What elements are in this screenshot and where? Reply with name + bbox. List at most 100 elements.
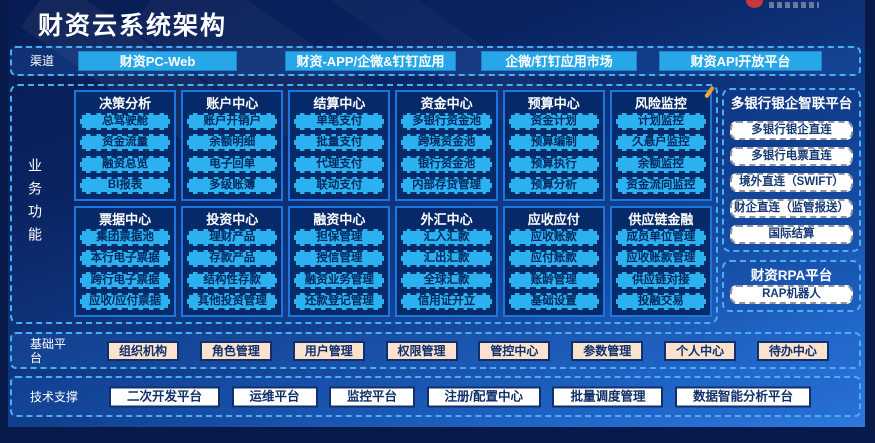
channel-item: 财资PC-Web bbox=[78, 51, 237, 71]
tech-support-item: 批量调度管理 bbox=[552, 386, 664, 407]
module-title: 账户中心 bbox=[206, 96, 259, 111]
module-item: 融资总览 bbox=[80, 155, 171, 173]
bank-platform-title: 多银行银企智联平台 bbox=[730, 96, 853, 111]
base-platform-item: 个人中心 bbox=[664, 340, 737, 361]
module-item: 汇入汇款 bbox=[401, 229, 492, 246]
module-box: 应收应付 应收账款 应付账款 账龄管理 基础设置 bbox=[502, 206, 605, 317]
module-item: 集团票据池 bbox=[80, 229, 171, 246]
red-circle-logo-icon bbox=[746, 0, 763, 8]
module-item: 总驾驶舱 bbox=[80, 113, 171, 130]
module-item: 存款产品 bbox=[187, 250, 278, 268]
base-platform-row: 基础平台 组织机构 角色管理 用户管理 权限管理 管控中心 参数管理 个人中心 … bbox=[10, 332, 861, 369]
module-item: 余额监控 bbox=[615, 155, 706, 173]
module-item: 银行资金池 bbox=[401, 155, 492, 173]
module-item: 授信管理 bbox=[294, 250, 385, 268]
tech-support-label: 技术支撑 bbox=[30, 389, 79, 404]
module-item: 应收/应付票据 bbox=[80, 292, 171, 310]
module-item: 电子回单 bbox=[187, 155, 278, 173]
module-item: 全球汇款 bbox=[401, 271, 492, 289]
module-title: 结算中心 bbox=[313, 96, 366, 111]
module-title: 外汇中心 bbox=[420, 212, 473, 227]
channel-item: 财资API开放平台 bbox=[659, 51, 822, 71]
module-title: 票据中心 bbox=[99, 212, 152, 227]
channel-item: 企微/钉钉应用市场 bbox=[481, 51, 637, 71]
module-box: 供应链金融 成员单位管理 应收账款管理 供应链对接 投融交易 bbox=[609, 206, 712, 317]
rpa-platform-panel: 财资RPA平台 RAP机器人 bbox=[722, 260, 861, 312]
module-item: 内部存贷管理 bbox=[401, 176, 492, 194]
module-item: 联动支付 bbox=[294, 176, 385, 194]
module-item: 其他投资管理 bbox=[187, 292, 278, 310]
rpa-item: RAP机器人 bbox=[730, 285, 853, 304]
channels-row: 渠道 财资PC-Web 财资-APP/企微&钉钉应用 企微/钉钉应用市场 财资A… bbox=[10, 46, 861, 76]
brand-text-blur bbox=[769, 2, 819, 8]
module-box: 融资中心 担保管理 授信管理 融资业务管理 还款登记管理 bbox=[288, 206, 391, 317]
bank-platform-item: 多银行银企直连 bbox=[730, 121, 853, 140]
base-platform-item: 待办中心 bbox=[756, 340, 829, 361]
module-title: 风险监控 bbox=[634, 96, 687, 111]
module-item: 结构性存款 bbox=[187, 271, 278, 289]
base-platform-item: 参数管理 bbox=[571, 340, 644, 361]
module-item: 代理支付 bbox=[294, 155, 385, 173]
module-item: 余额明细 bbox=[187, 134, 278, 152]
base-platform-item: 用户管理 bbox=[292, 340, 365, 361]
module-item: 投融交易 bbox=[615, 292, 706, 310]
tech-support-item: 监控平台 bbox=[329, 386, 416, 407]
module-box: 预算中心 资金计划 预算编制 预算执行 预算分析 bbox=[502, 90, 605, 201]
module-item: 资金流向监控 bbox=[615, 176, 706, 194]
module-item: 计划监控 bbox=[615, 113, 706, 130]
module-item: 应收账款 bbox=[508, 229, 599, 246]
module-item: 批量支付 bbox=[294, 134, 385, 152]
bank-platform-item: 境外直连（SWIFT） bbox=[730, 173, 853, 192]
tech-support-item: 二次开发平台 bbox=[109, 386, 221, 407]
tech-support-item: 注册/配置中心 bbox=[426, 386, 541, 407]
rpa-platform-title: 财资RPA平台 bbox=[750, 268, 833, 283]
module-item: 多级账簿 bbox=[187, 176, 278, 194]
module-item: 担保管理 bbox=[294, 229, 385, 246]
bank-platform-item: 财企直连（监管报送） bbox=[730, 199, 853, 218]
business-panel: 业务功能 决策分析 总驾驶舱 资金流量 融资总览 BI报表 账户中心 账户开销户… bbox=[10, 84, 718, 324]
module-box: 投资中心 理财产品 存款产品 结构性存款 其他投资管理 bbox=[181, 206, 284, 317]
channel-item: 财资-APP/企微&钉钉应用 bbox=[285, 51, 456, 71]
module-item: 跨境资金池 bbox=[401, 134, 492, 152]
base-platform-item: 角色管理 bbox=[199, 340, 272, 361]
module-box: 外汇中心 汇入汇款 汇出汇款 全球汇款 信用证开立 bbox=[395, 206, 498, 317]
bank-platform-item: 多银行电票直连 bbox=[730, 147, 853, 166]
module-box: 账户中心 账户开销户 余额明细 电子回单 多级账簿 bbox=[181, 90, 284, 201]
channels-label: 渠道 bbox=[30, 54, 55, 68]
module-box: 决策分析 总驾驶舱 资金流量 融资总览 BI报表 bbox=[74, 90, 177, 201]
module-item: 单笔支付 bbox=[294, 113, 385, 130]
module-title: 投资中心 bbox=[206, 212, 259, 227]
module-item: 资金计划 bbox=[508, 113, 599, 130]
module-item: 汇出汇款 bbox=[401, 250, 492, 268]
module-item: 资金流量 bbox=[80, 134, 171, 152]
tech-support-item: 数据智能分析平台 bbox=[674, 386, 811, 407]
base-platform-item: 权限管理 bbox=[385, 340, 458, 361]
business-label: 业务功能 bbox=[27, 158, 43, 250]
module-item: 理财产品 bbox=[187, 229, 278, 246]
module-grid: 决策分析 总驾驶舱 资金流量 融资总览 BI报表 账户中心 账户开销户 余额明细… bbox=[74, 90, 712, 317]
base-platform-item: 管控中心 bbox=[478, 340, 551, 361]
module-item: 应付账款 bbox=[508, 250, 599, 268]
base-platform-item: 组织机构 bbox=[107, 340, 180, 361]
module-item: 预算分析 bbox=[508, 176, 599, 194]
module-item: 账龄管理 bbox=[508, 271, 599, 289]
module-item: 信用证开立 bbox=[401, 292, 492, 310]
module-title: 预算中心 bbox=[527, 96, 580, 111]
module-item: BI报表 bbox=[80, 176, 171, 194]
module-item: 久悬户监控 bbox=[615, 134, 706, 152]
module-item: 本行电子票据 bbox=[80, 250, 171, 268]
module-title: 应收应付 bbox=[527, 212, 580, 227]
page-title: 财资云系统架构 bbox=[38, 12, 228, 40]
module-item: 账户开销户 bbox=[187, 113, 278, 130]
module-item: 融资业务管理 bbox=[294, 271, 385, 289]
tech-support-item: 运维平台 bbox=[231, 386, 318, 407]
module-box: 风险监控 计划监控 久悬户监控 余额监控 资金流向监控 bbox=[609, 90, 712, 201]
bank-platform-panel: 多银行银企智联平台 多银行银企直连 多银行电票直连 境外直连（SWIFT） 财企… bbox=[722, 88, 861, 252]
module-item: 预算执行 bbox=[508, 155, 599, 173]
bank-platform-item: 国际结算 bbox=[730, 225, 853, 244]
module-title: 融资中心 bbox=[313, 212, 366, 227]
module-item: 应收账款管理 bbox=[615, 250, 706, 268]
module-item: 跨行电子票据 bbox=[80, 271, 171, 289]
tech-support-row: 技术支撑 二次开发平台 运维平台 监控平台 注册/配置中心 批量调度管理 数据智… bbox=[10, 376, 861, 417]
